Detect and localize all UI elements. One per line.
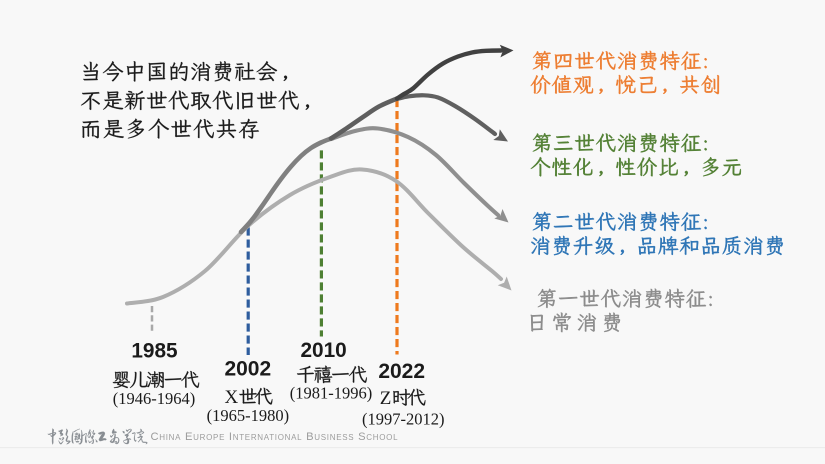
svg-text:China Europe International Bus: China Europe International Business Scho… xyxy=(151,431,399,443)
svg-text:(1997-2012): (1997-2012) xyxy=(362,409,444,428)
svg-text:2002: 2002 xyxy=(224,357,271,380)
svg-text:Z: Z xyxy=(380,388,392,409)
svg-text:1985: 1985 xyxy=(131,340,177,363)
svg-text:(1965-1980): (1965-1980) xyxy=(207,406,289,425)
svg-text:2010: 2010 xyxy=(300,339,346,362)
svg-text:(1946-1964): (1946-1964) xyxy=(113,389,195,408)
svg-text:X: X xyxy=(225,387,239,408)
svg-text:(1981-1996): (1981-1996) xyxy=(290,383,372,402)
svg-text:2022: 2022 xyxy=(378,360,425,383)
